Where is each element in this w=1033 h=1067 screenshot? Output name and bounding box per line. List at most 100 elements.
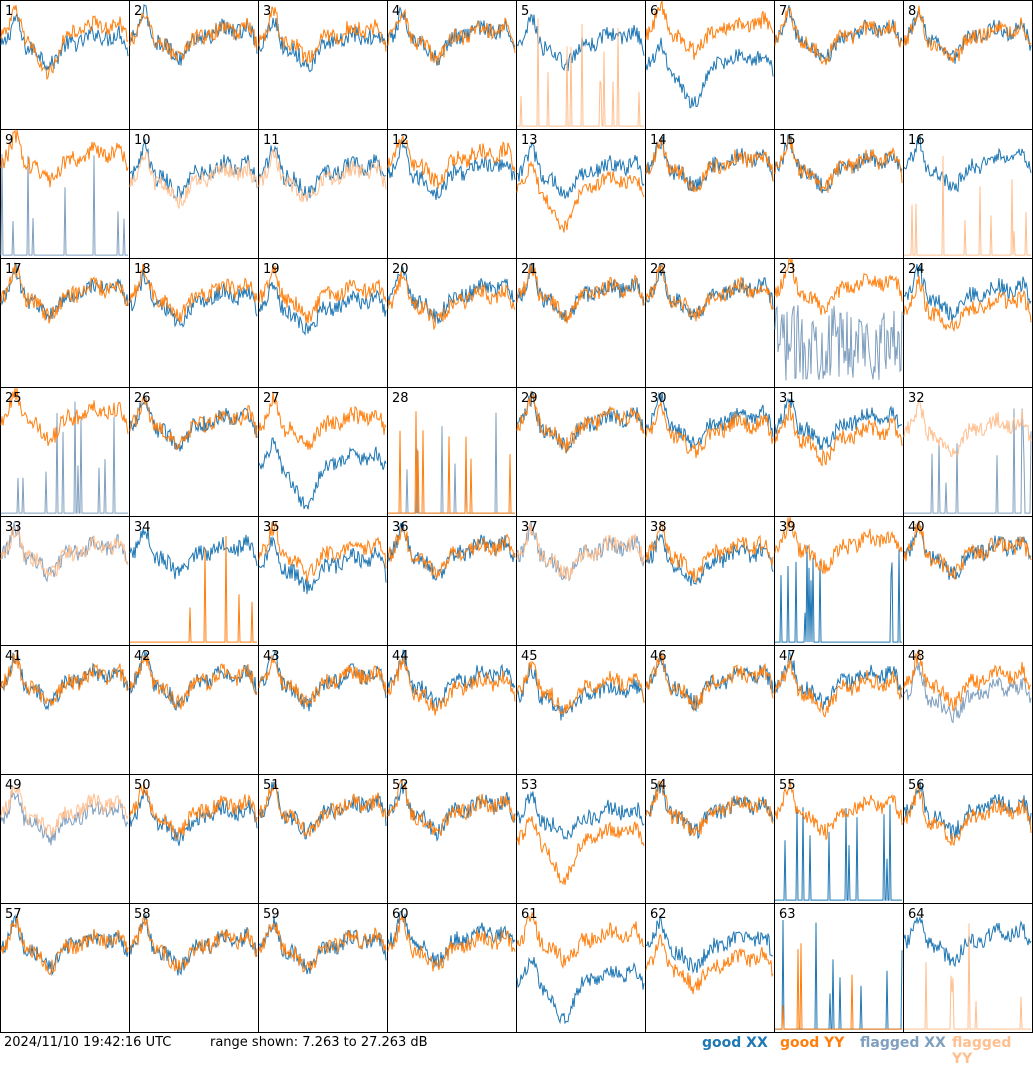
panel-label: 5 [521,4,529,19]
series-xx-line [775,919,903,1030]
panel-frame [645,129,775,259]
panel-frame [129,0,259,130]
panel-label: 34 [134,520,151,535]
panel-label: 64 [908,907,925,922]
panel-4: 4 [387,0,517,130]
panel-41: 41 [0,645,130,775]
series-yy-line [774,258,903,316]
panel-5: 5 [516,0,646,130]
series-xx-line [516,141,645,199]
series-yy-line [387,778,516,836]
series-yy-line [645,522,774,583]
panel-23: 23 [774,258,904,388]
series-xx-line [904,408,1032,514]
panel-label: 61 [521,907,538,922]
series-yy-line [129,914,258,972]
panel-34: 34 [129,516,259,646]
series-yy-line [258,654,387,708]
panel-label: 63 [779,907,796,922]
series-yy-line [645,0,774,60]
panel-frame [645,387,775,517]
panel-25: 25 [0,387,130,517]
panel-17: 17 [0,258,130,388]
panel-49: 49 [0,774,130,904]
panel-24: 24 [903,258,1033,388]
series-yy-line [130,535,257,643]
series-xx-line [387,649,516,710]
series-xx-line [903,134,1032,193]
panel-label: 1 [5,4,13,19]
series-yy-line [516,911,645,970]
panel-32: 32 [903,387,1033,517]
series-xx-line [1,401,128,514]
panel-46: 46 [645,645,775,775]
series-yy-line [774,135,903,193]
panel-frame [258,258,388,388]
series-xx-line [258,17,387,73]
panel-label: 51 [263,778,280,793]
panel-label: 3 [263,4,271,19]
panel-8: 8 [903,0,1033,130]
panel-2: 2 [129,0,259,130]
panel-58: 58 [129,903,259,1033]
series-xx-line [0,261,129,321]
panel-37: 37 [516,516,646,646]
panel-frame [129,387,259,517]
panel-64: 64 [903,903,1033,1033]
series-yy-line [903,5,1032,63]
series-xx-line [516,956,645,1025]
series-yy-line [516,160,645,233]
panel-48: 48 [903,645,1033,775]
panel-3: 3 [258,0,388,130]
series-yy-line [903,398,1032,457]
series-yy-line [774,516,903,574]
panel-label: 47 [779,649,796,664]
panel-label: 4 [392,4,400,19]
panel-38: 38 [645,516,775,646]
series-yy-line [258,922,387,973]
panel-label: 27 [263,391,280,406]
panel-45: 45 [516,645,646,775]
series-yy-line [516,660,645,715]
series-yy-line [645,780,774,838]
series-yy-line [774,779,903,841]
panel-62: 62 [645,903,775,1033]
panel-label: 22 [650,262,667,277]
panel-19: 19 [258,258,388,388]
panel-55: 55 [774,774,904,904]
panel-frame [258,129,388,259]
series-yy-line [0,129,129,188]
series-yy-line [258,521,387,582]
series-yy-line [0,916,129,976]
series-yy-line [903,784,1032,847]
series-yy-line [645,933,774,995]
series-xx-line [129,139,258,200]
series-yy-line [0,651,129,706]
series-yy-line [516,522,645,580]
series-yy-line [0,387,129,447]
series-xx-line [775,545,902,643]
panel-6: 6 [645,0,775,130]
panel-60: 60 [387,903,517,1033]
panel-label: 15 [779,133,796,148]
panel-54: 54 [645,774,775,904]
panel-label: 10 [134,133,151,148]
series-yy-line [388,411,515,514]
panel-label: 59 [263,907,280,922]
panel-frame [387,129,517,259]
panel-9: 9 [0,129,130,259]
panel-36: 36 [387,516,517,646]
panel-27: 27 [258,387,388,517]
series-xx-line [645,533,774,587]
panel-22: 22 [645,258,775,388]
series-yy-line [0,4,129,81]
panel-label: 30 [650,391,667,406]
panel-label: 39 [779,520,796,535]
panel-53: 53 [516,774,646,904]
series-yy-line [258,264,387,324]
panel-14: 14 [645,129,775,259]
panel-label: 19 [263,262,280,277]
panel-label: 36 [392,520,409,535]
panel-label: 33 [5,520,22,535]
series-xx-line [516,13,645,72]
